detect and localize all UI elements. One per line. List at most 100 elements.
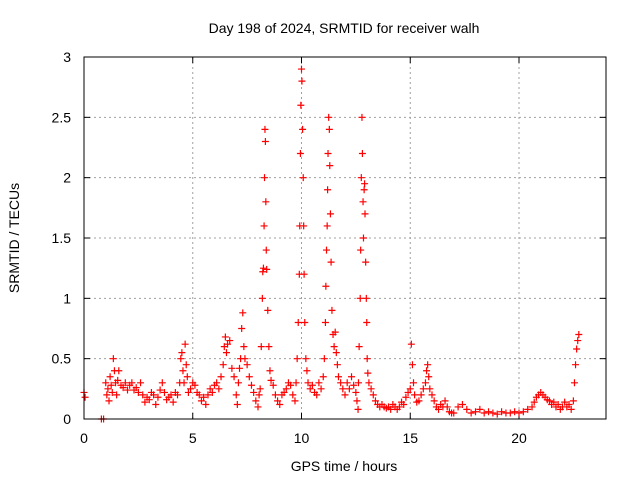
data-point xyxy=(341,391,349,399)
data-point xyxy=(250,388,258,396)
data-point xyxy=(333,361,341,369)
data-point xyxy=(528,403,536,411)
data-point xyxy=(369,391,377,399)
data-point xyxy=(114,376,122,384)
y-tick-label: 1 xyxy=(63,290,71,306)
data-point xyxy=(184,388,192,396)
data-point xyxy=(241,355,249,363)
data-point xyxy=(299,174,307,182)
data-point xyxy=(145,396,153,404)
chart-title: Day 198 of 2024, SRMTID for receiver wal… xyxy=(209,20,480,36)
data-point xyxy=(569,397,577,405)
data-point xyxy=(425,373,433,381)
x-tick-label: 10 xyxy=(294,430,310,446)
data-point xyxy=(271,391,279,399)
data-point xyxy=(177,355,185,363)
data-point xyxy=(359,198,367,206)
data-point xyxy=(255,391,263,399)
data-point xyxy=(141,398,149,406)
data-point xyxy=(243,361,251,369)
data-point xyxy=(128,379,136,387)
data-point xyxy=(187,385,195,393)
points-layer xyxy=(80,65,583,423)
data-point xyxy=(355,343,363,351)
data-point xyxy=(364,369,372,377)
data-point xyxy=(387,405,395,413)
data-point xyxy=(150,391,158,399)
data-point xyxy=(107,381,115,389)
data-point xyxy=(178,349,186,357)
data-point xyxy=(545,397,553,405)
data-point xyxy=(345,385,353,393)
data-point xyxy=(395,403,403,411)
data-point xyxy=(357,174,365,182)
data-point xyxy=(282,385,290,393)
y-tick-label: 3 xyxy=(63,49,71,65)
y-tick-label: 2 xyxy=(63,170,71,186)
data-point xyxy=(293,355,301,363)
data-point xyxy=(358,113,366,121)
data-point xyxy=(294,318,302,326)
data-point xyxy=(315,379,323,387)
data-point xyxy=(156,386,164,394)
data-point xyxy=(410,379,418,387)
data-point xyxy=(476,405,484,413)
data-point xyxy=(330,343,338,351)
data-point xyxy=(467,409,475,417)
data-point xyxy=(565,401,573,409)
data-point xyxy=(179,367,187,375)
data-point xyxy=(103,391,111,399)
data-point xyxy=(554,401,562,409)
x-tick-label: 5 xyxy=(189,430,197,446)
data-point xyxy=(575,331,583,339)
data-point xyxy=(257,343,265,351)
ticks-layer: 0 0.5 1 1.5 2 2.5 3 0 5 10 15 20 xyxy=(52,49,606,446)
data-point xyxy=(423,367,431,375)
data-point xyxy=(304,379,312,387)
data-point xyxy=(408,361,416,369)
data-point xyxy=(570,379,578,387)
data-point xyxy=(259,264,267,272)
grid-layer xyxy=(84,57,606,419)
data-point xyxy=(435,405,443,413)
data-point xyxy=(221,333,229,341)
data-point xyxy=(264,306,272,314)
data-point xyxy=(81,393,89,401)
data-point xyxy=(269,381,277,389)
data-point xyxy=(226,337,234,345)
data-point xyxy=(421,379,429,387)
data-point xyxy=(124,386,131,394)
data-point xyxy=(572,361,580,369)
data-point xyxy=(339,385,347,393)
data-point xyxy=(323,222,331,230)
data-point xyxy=(407,340,415,348)
data-point xyxy=(371,397,379,405)
data-point xyxy=(326,162,334,170)
data-point xyxy=(359,234,367,242)
data-point xyxy=(105,397,113,405)
data-point xyxy=(321,318,329,326)
data-point xyxy=(417,391,425,399)
data-point xyxy=(415,397,423,405)
data-point xyxy=(302,355,310,363)
data-point xyxy=(331,328,339,336)
data-point xyxy=(350,381,358,389)
y-tick-label: 1.5 xyxy=(52,230,72,246)
data-point xyxy=(232,391,240,399)
data-point xyxy=(169,398,177,406)
data-point xyxy=(361,180,369,188)
data-point xyxy=(360,186,368,194)
data-point xyxy=(287,381,295,389)
data-point xyxy=(261,137,269,145)
data-point xyxy=(261,174,269,182)
data-point xyxy=(106,373,114,381)
data-point xyxy=(256,385,264,393)
data-point xyxy=(450,409,458,417)
data-point xyxy=(154,393,162,401)
data-point xyxy=(519,408,527,416)
data-point xyxy=(233,401,241,409)
x-axis-label: GPS time / hours xyxy=(291,458,398,474)
data-point xyxy=(102,379,110,387)
data-point xyxy=(306,385,314,393)
data-point xyxy=(276,401,284,409)
